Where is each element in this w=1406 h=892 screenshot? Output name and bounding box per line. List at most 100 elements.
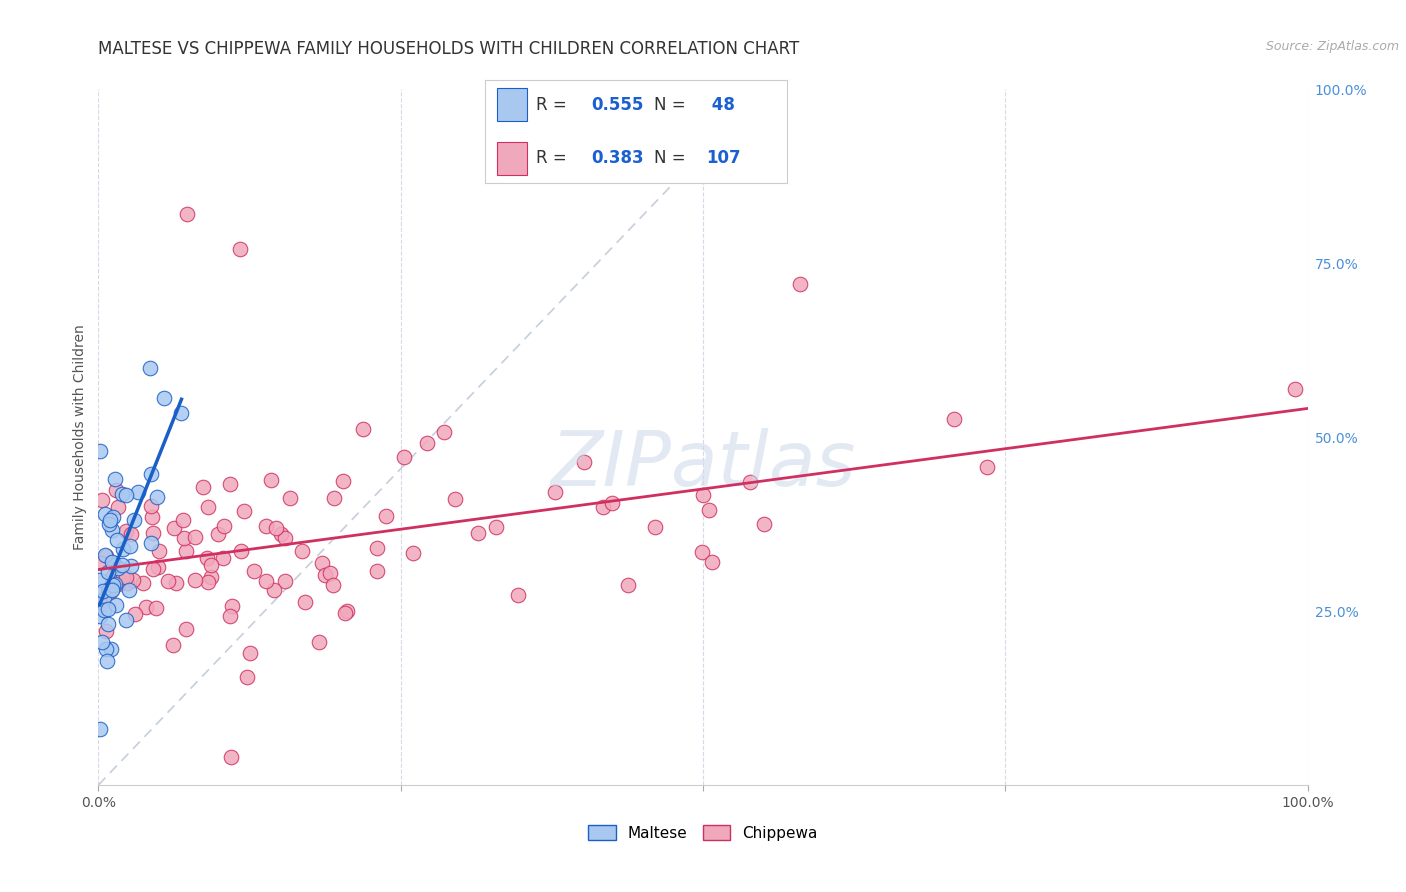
Point [97,616,120,631]
Point [115,524,138,539]
Point [402,546,425,560]
Point [572,455,595,469]
Point [200,558,222,572]
Point [332,474,354,488]
Point [174,544,197,558]
Point [111,487,134,501]
Y-axis label: Family Households with Children: Family Households with Children [73,324,87,550]
Point [644,519,666,533]
Point [97,583,120,598]
Point [89,573,111,587]
Point [105,533,128,548]
Point [115,488,138,502]
Point [115,613,138,627]
Point [94,508,117,522]
Text: ZIPatlas: ZIPatlas [550,428,856,502]
Point [96,654,118,668]
Point [101,509,124,524]
Point [467,526,489,541]
Point [789,277,811,291]
Point [148,543,170,558]
Text: 0.383: 0.383 [591,149,644,167]
Point [700,555,723,569]
Point [98,513,121,527]
Text: 48: 48 [706,96,734,114]
Point [191,480,214,494]
Point [274,531,297,545]
Point [219,750,242,764]
Point [89,608,111,623]
Point [219,477,242,491]
Point [314,568,336,582]
Point [311,556,333,570]
Point [97,565,120,579]
Point [93,592,115,607]
Point [145,490,167,504]
Point [239,647,262,661]
Point [93,603,115,617]
Point [115,575,138,590]
Point [90,635,112,649]
Point [754,517,776,532]
Point [94,549,117,564]
Point [114,570,136,584]
Point [616,578,638,592]
Point [278,491,301,506]
Text: Source: ZipAtlas.com: Source: ZipAtlas.com [1265,40,1399,54]
Point [592,500,614,515]
Point [90,556,112,570]
Point [127,485,149,500]
Point [101,578,124,592]
Bar [498,88,527,121]
Point [333,606,356,620]
Text: 0.555: 0.555 [591,96,644,114]
Point [433,425,456,439]
Point [366,541,388,555]
Point [184,574,207,588]
Point [89,444,111,458]
Point [174,622,197,636]
Text: MALTESE VS CHIPPEWA FAMILY HOUSEHOLDS WITH CHILDREN CORRELATION CHART: MALTESE VS CHIPPEWA FAMILY HOUSEHOLDS WI… [98,40,800,58]
Point [101,575,124,590]
Point [352,422,374,436]
Point [135,600,157,615]
Point [207,527,229,541]
Point [291,543,314,558]
Point [117,582,139,597]
Point [89,723,111,737]
Point [195,550,218,565]
Point [318,566,340,581]
Point [976,460,998,475]
Point [139,500,162,514]
Point [122,513,145,527]
Point [100,523,122,537]
Point [197,574,219,589]
Point [690,545,713,559]
Point [173,531,195,545]
Point [943,411,966,425]
Point [270,527,292,541]
Point [212,551,235,566]
Point [112,542,135,557]
Point [97,582,120,597]
Point [131,575,153,590]
Point [172,513,194,527]
Bar [498,142,527,175]
Point [219,609,242,624]
Point [394,450,416,464]
Point [375,509,398,524]
Point [163,521,186,535]
Point [139,467,162,482]
Point [112,570,135,584]
Point [322,578,344,592]
Point [107,561,129,575]
Point [485,520,508,534]
Point [184,530,207,544]
Point [692,488,714,502]
Point [97,602,120,616]
Point [336,604,359,618]
Point [94,548,117,562]
Point [260,473,283,487]
Point [100,555,122,569]
Point [142,526,165,541]
